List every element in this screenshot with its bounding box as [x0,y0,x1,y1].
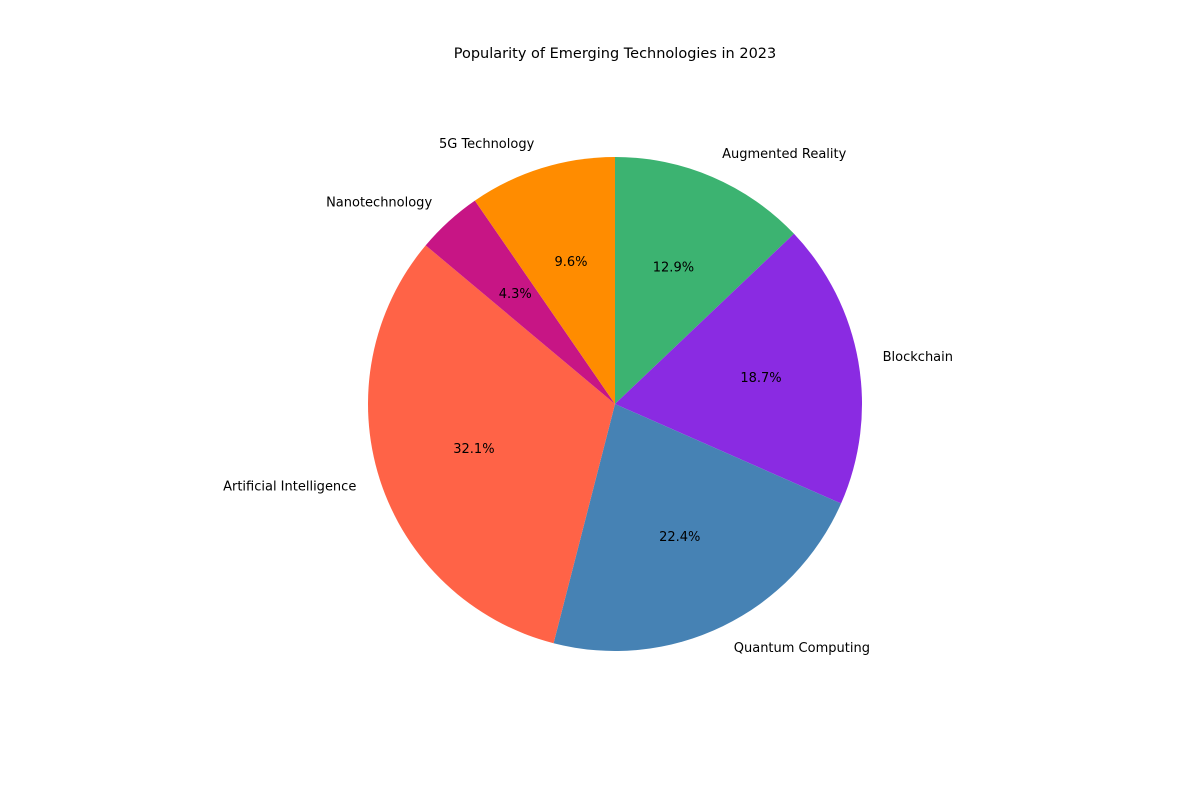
percent-label-nanotechnology: 4.3% [499,287,532,302]
pie-slice-5g-technology [474,157,615,404]
slice-label-augmented-reality: Augmented Reality [722,147,846,162]
slice-label-quantum-computing: Quantum Computing [734,641,870,656]
percent-label-artificial-intelligence: 32.1% [453,442,494,457]
slice-label-artificial-intelligence: Artificial Intelligence [223,480,356,495]
slice-labels: Augmented Reality Blockchain Quantum Compu… [223,137,953,656]
pie-slice-augmented-reality [615,157,794,404]
slice-label-5g-technology: 5G Technology [439,137,535,152]
percent-label-augmented-reality: 12.9% [653,260,694,275]
pie-slice-nanotechnology [425,200,615,404]
pie-slice-quantum-computing [553,404,842,652]
percent-labels: 12.9% 18.7% 22.4% 32.1% 4.3% 9.6% [453,255,781,545]
percent-label-5g-technology: 9.6% [554,255,587,270]
pie-slice-artificial-intelligence [368,245,615,644]
slice-label-blockchain: Blockchain [883,350,953,365]
chart-title: Popularity of Emerging Technologies in 2… [454,46,777,62]
percent-label-quantum-computing: 22.4% [659,530,700,545]
pie-slices [368,157,862,652]
pie-slice-blockchain [615,233,862,504]
percent-label-blockchain: 18.7% [740,371,781,386]
slice-label-nanotechnology: Nanotechnology [326,196,432,211]
